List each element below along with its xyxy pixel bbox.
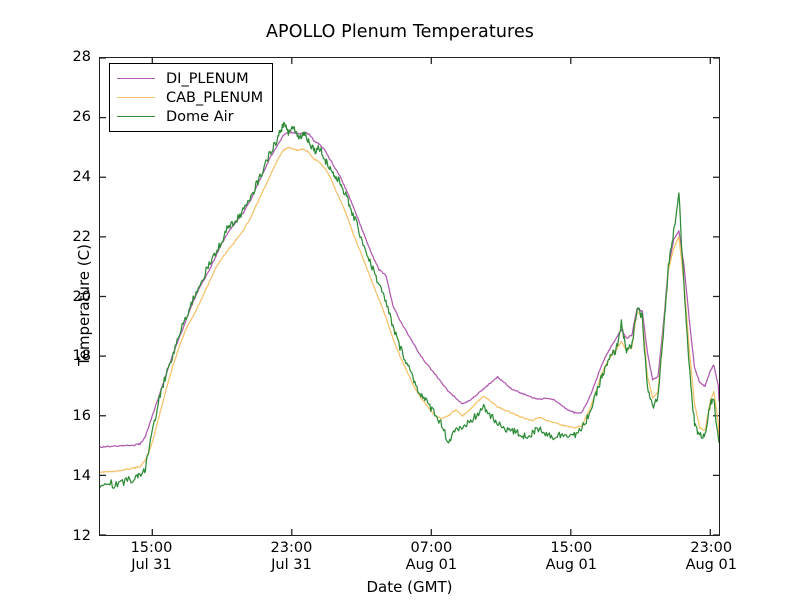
x-tick-time: 15:00: [550, 540, 593, 556]
y-tick-label: 16: [72, 408, 91, 425]
x-tick-label: 15:00 Aug 01: [506, 540, 636, 574]
series-line-cab-plenum: [100, 146, 719, 474]
x-tick-date: Jul 31: [131, 557, 172, 573]
y-tick-label: 14: [72, 468, 91, 485]
plot-area: DI_PLENUM CAB_PLENUM Dome Air: [99, 57, 720, 536]
x-tick-time: 23:00: [690, 540, 733, 556]
legend-color-swatch: [117, 97, 155, 98]
y-tick-label: 20: [72, 288, 91, 305]
legend-label: CAB_PLENUM: [166, 89, 264, 106]
axis-ticks: [100, 58, 719, 535]
y-tick-label: 28: [72, 49, 91, 65]
x-tick-label: 15:00 Jul 31: [86, 540, 216, 574]
series-canvas: [100, 58, 719, 535]
legend-label: Dome Air: [166, 108, 234, 125]
x-tick-label: 07:00 Aug 01: [366, 540, 496, 574]
y-axis-label: Temperature (C): [75, 244, 93, 366]
legend-item[interactable]: CAB_PLENUM: [117, 88, 263, 107]
chart-title: APOLLO Plenum Temperatures: [265, 22, 535, 42]
x-tick-time: 23:00: [270, 540, 313, 556]
legend-label: DI_PLENUM: [166, 70, 249, 87]
y-tick-label: 12: [72, 528, 91, 544]
y-tick-label: 18: [72, 348, 91, 365]
y-tick-label: 26: [72, 108, 91, 125]
x-tick-date: Aug 01: [685, 557, 737, 573]
y-tick-label: 24: [72, 168, 91, 185]
legend-color-swatch: [117, 78, 155, 79]
legend-item[interactable]: Dome Air: [117, 107, 263, 126]
x-tick-date: Jul 31: [271, 557, 312, 573]
x-tick-label: 23:00 Aug 01: [646, 540, 776, 574]
x-tick-date: Aug 01: [405, 557, 458, 573]
x-tick-label: 23:00 Jul 31: [226, 540, 356, 574]
y-tick-label: 22: [72, 228, 91, 245]
x-axis-label: Date (GMT): [366, 578, 453, 596]
x-tick-time: 15:00: [130, 540, 173, 556]
series-line-di-plenum: [100, 131, 719, 449]
series-line-dome-air: [100, 121, 719, 489]
x-tick-time: 07:00: [410, 540, 453, 556]
legend-color-swatch: [117, 116, 155, 117]
legend[interactable]: DI_PLENUM CAB_PLENUM Dome Air: [109, 63, 274, 132]
legend-item[interactable]: DI_PLENUM: [117, 69, 263, 88]
x-tick-date: Aug 01: [545, 557, 597, 573]
